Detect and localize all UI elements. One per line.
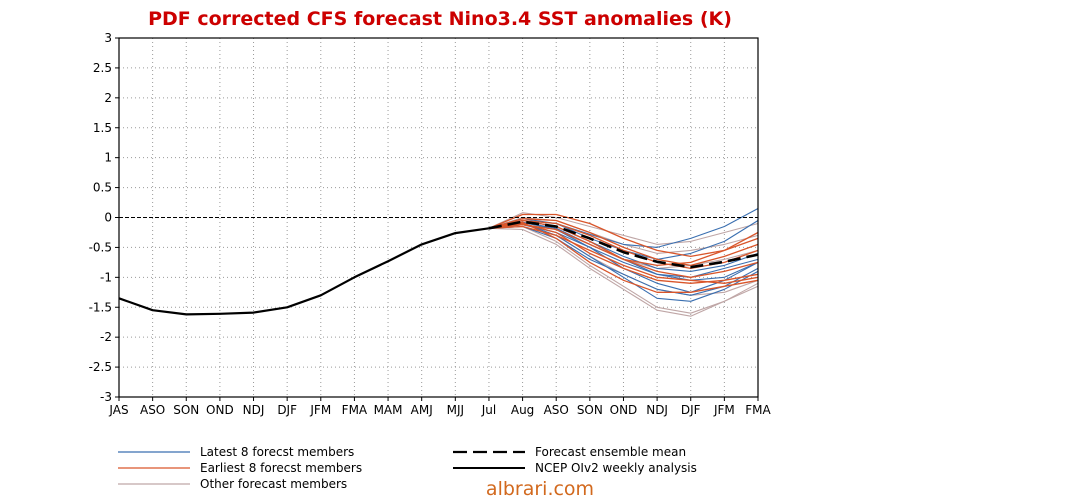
y-tick-label: 1.5 xyxy=(93,121,112,135)
series-line-other xyxy=(488,225,759,314)
series-line-earliest xyxy=(488,225,759,284)
x-tick-label: JFM xyxy=(713,403,735,417)
x-tick-label: NDJ xyxy=(243,403,265,417)
y-tick-label: 3 xyxy=(104,31,112,45)
x-tick-label: NDJ xyxy=(646,403,668,417)
y-tick-label: 1 xyxy=(104,151,112,165)
chart-title: PDF corrected CFS forecast Nino3.4 SST a… xyxy=(148,8,732,30)
legend-earliest-label: Earliest 8 forecst members xyxy=(200,461,362,475)
legend-analysis-label: NCEP OIv2 weekly analysis xyxy=(535,461,697,475)
x-tick-label: MJJ xyxy=(447,403,464,417)
legend-mean-label: Forecast ensemble mean xyxy=(535,445,686,459)
series-line-other xyxy=(488,227,759,317)
y-tick-label: 0 xyxy=(104,211,112,225)
series-group xyxy=(118,208,759,317)
x-tick-label: OND xyxy=(206,403,234,417)
y-tick-label: 2.5 xyxy=(93,61,112,75)
y-tick-label: -2.5 xyxy=(89,360,112,374)
y-tick-label: -1 xyxy=(100,270,112,284)
x-axis-ticks: JAS ASO SON OND NDJ DJF JFM FMA MAM AMJ MJJ Jul Aug A… xyxy=(108,397,772,417)
series-line-mean xyxy=(488,220,759,269)
x-tick-label: DJF xyxy=(681,403,701,417)
series-line-latest xyxy=(488,208,759,248)
x-tick-label: MAM xyxy=(374,403,403,417)
legend-latest-label: Latest 8 forecst members xyxy=(200,445,354,459)
x-tick-label: AMJ xyxy=(411,403,433,417)
y-tick-label: 0.5 xyxy=(93,181,112,195)
y-tick-label: -1.5 xyxy=(89,300,112,314)
legend-other-label: Other forecast members xyxy=(200,477,347,491)
y-tick-label: 2 xyxy=(104,91,112,105)
x-tick-label: OND xyxy=(610,403,638,417)
series-line-earliest xyxy=(488,224,759,267)
series-line-earliest xyxy=(488,218,759,267)
x-tick-label: SON xyxy=(173,403,199,417)
x-tick-label: SON xyxy=(577,403,603,417)
x-tick-label: Aug xyxy=(511,403,534,417)
x-tick-label: JAS xyxy=(108,403,128,417)
x-tick-label: ASO xyxy=(544,403,569,417)
series-line-earliest xyxy=(488,221,759,293)
series-line-analysis xyxy=(118,227,490,316)
y-tick-label: -3 xyxy=(100,390,112,404)
x-tick-label: FMA xyxy=(342,403,368,417)
series-line-latest xyxy=(488,225,759,296)
y-tick-label: -0.5 xyxy=(89,240,112,254)
y-tick-label: -2 xyxy=(100,330,112,344)
series-line-earliest xyxy=(488,213,759,258)
x-tick-label: DJF xyxy=(277,403,297,417)
x-tick-label: ASO xyxy=(140,403,165,417)
y-axis-ticks: 3 2.5 2 1.5 1 0.5 0 -0.5 -1 -1.5 -2 -2.5 -3 xyxy=(89,31,119,404)
watermark: albrari.com xyxy=(486,478,594,498)
x-tick-label: FMA xyxy=(745,403,771,417)
x-tick-label: JFM xyxy=(309,403,331,417)
legend: Latest 8 forecst members Earliest 8 fore… xyxy=(118,445,697,491)
x-tick-label: Jul xyxy=(481,403,496,417)
